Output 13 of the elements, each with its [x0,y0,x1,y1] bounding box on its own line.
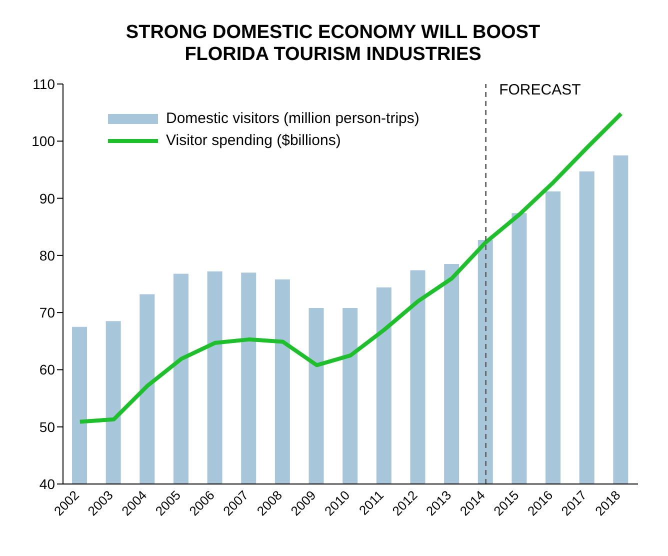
y-tick-label: 70 [39,304,56,321]
ref-line-label: FORECAST [499,82,581,99]
legend-label: Visitor spending ($billions) [166,131,341,151]
y-tick-label: 50 [39,418,56,435]
y-tick-label: 110 [32,76,56,92]
y-tick-label: 60 [39,362,56,378]
y-tick-label: 80 [39,247,56,264]
y-tick-label: 90 [39,190,56,206]
line-series [78,112,624,424]
y-tick-label: 40 [39,476,56,492]
legend-label: Domestic visitors (million person-trips) [166,109,420,129]
y-tick-label: 100 [32,133,56,150]
chart-title: STRONG DOMESTIC ECONOMY WILL BOOST FLORIDA TOURISM INDUSTRIES [124,21,542,67]
